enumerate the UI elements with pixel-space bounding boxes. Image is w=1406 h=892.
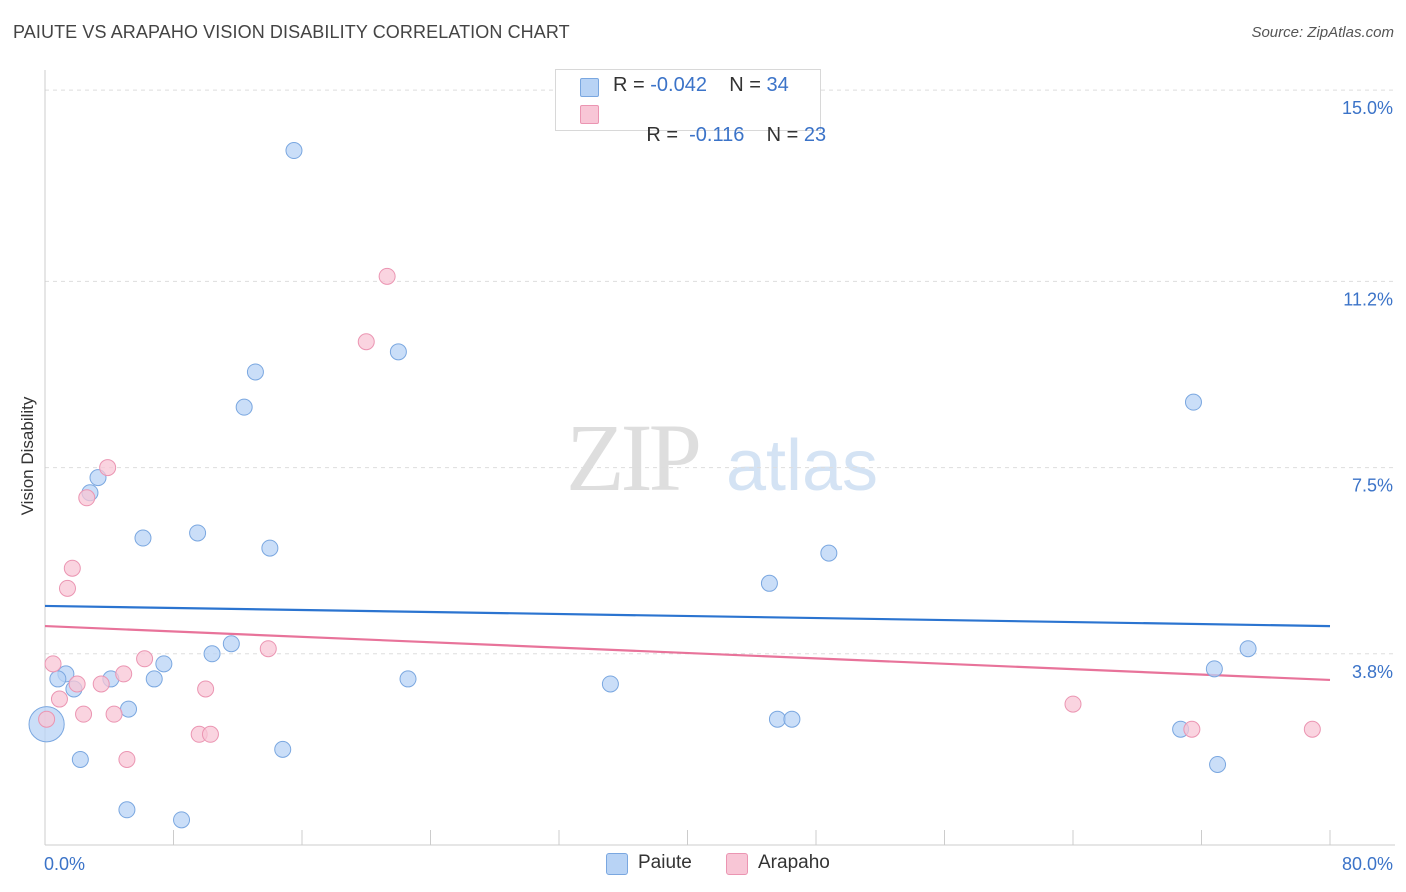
paiute-point xyxy=(71,750,89,768)
paiute-point xyxy=(768,710,786,728)
paiute-point xyxy=(285,142,303,160)
watermark: ZIP atlas xyxy=(566,404,878,511)
arapaho-n-label: N = xyxy=(766,124,804,146)
x-tick-label-min: 0.0% xyxy=(44,854,85,874)
y-tick-label: 11.2% xyxy=(1343,289,1393,309)
watermark-zip: ZIP xyxy=(566,404,699,511)
paiute-point xyxy=(783,710,801,728)
arapaho-point xyxy=(357,333,375,351)
arapaho-point xyxy=(136,650,154,668)
paiute-point xyxy=(389,343,407,361)
paiute-point xyxy=(261,539,279,557)
arapaho-point xyxy=(1303,720,1321,738)
arapaho-point xyxy=(105,705,123,723)
arapaho-swatch xyxy=(580,105,599,124)
arapaho-point xyxy=(259,640,277,658)
paiute-point xyxy=(203,645,221,663)
paiute-point xyxy=(1209,755,1227,773)
arapaho-trend-line xyxy=(44,624,1331,682)
arapaho-point xyxy=(1064,695,1082,713)
paiute-point xyxy=(1205,660,1223,678)
arapaho-point xyxy=(1183,720,1201,738)
paiute-point xyxy=(120,700,138,718)
paiute-point xyxy=(235,398,253,416)
arapaho-point xyxy=(63,559,81,577)
x-ticks xyxy=(44,830,1331,845)
arapaho-point xyxy=(75,705,93,723)
paiute-point xyxy=(274,740,292,758)
arapaho-point xyxy=(58,579,76,597)
series-legend: Paiute Arapaho xyxy=(0,850,1406,880)
watermark-atlas: atlas xyxy=(726,426,878,506)
paiute-swatch xyxy=(580,78,599,97)
paiute-point xyxy=(145,670,163,688)
paiute-point xyxy=(760,574,778,592)
paiute-point xyxy=(399,670,417,688)
arapaho-point xyxy=(50,690,68,708)
paiute-point xyxy=(49,670,67,688)
paiute-r-value: -0.042 xyxy=(650,74,707,96)
y-tick-label: 3.8% xyxy=(1352,662,1393,682)
paiute-point xyxy=(173,811,191,829)
paiute-point xyxy=(246,363,264,381)
paiute-point xyxy=(820,544,838,562)
paiute-point xyxy=(118,801,136,819)
tick-labels: 3.8% 7.5% 11.2% 15.0% 0.0% 80.0% xyxy=(44,98,1393,874)
arapaho-point xyxy=(378,267,396,285)
arapaho-point xyxy=(118,750,136,768)
arapaho-point xyxy=(38,710,56,728)
arapaho-legend-swatch xyxy=(726,853,748,875)
paiute-r-label: R = xyxy=(613,74,651,96)
arapaho-r-label: R = xyxy=(646,124,684,146)
paiute-n-label: N = xyxy=(729,74,767,96)
paiute-point xyxy=(222,635,240,653)
arapaho-point xyxy=(197,680,215,698)
arapaho-n-value: 23 xyxy=(803,124,827,146)
arapaho-point xyxy=(99,459,117,477)
arapaho-point xyxy=(92,675,110,693)
arapaho-r-value: -0.116 xyxy=(683,124,745,146)
paiute-point xyxy=(155,655,173,673)
paiute-point xyxy=(1184,393,1202,411)
paiute-legend-swatch xyxy=(606,853,628,875)
data-points xyxy=(28,142,1321,829)
paiute-point xyxy=(1239,640,1257,658)
paiute-n-value: 34 xyxy=(766,74,789,96)
x-tick-label-max: 80.0% xyxy=(1342,854,1393,874)
paiute-legend-label: Paiute xyxy=(638,852,692,873)
stats-legend: R = -0.042 N = 34 R = -0.116 N = 23 xyxy=(555,69,826,146)
chart-title: PAIUTE VS ARAPAHO VISION DISABILITY CORR… xyxy=(13,22,570,42)
y-tick-label: 7.5% xyxy=(1352,476,1393,496)
arapaho-legend-label: Arapaho xyxy=(758,852,830,873)
paiute-point xyxy=(601,675,619,693)
arapaho-point xyxy=(78,489,96,507)
paiute-point xyxy=(189,524,207,542)
arapaho-point xyxy=(44,655,62,673)
trend-lines xyxy=(44,604,1331,682)
arapaho-point xyxy=(115,665,133,683)
y-tick-label: 15.0% xyxy=(1342,98,1393,118)
arapaho-point xyxy=(68,675,86,693)
source-label: Source: ZipAtlas.com xyxy=(1251,24,1394,41)
paiute-trend-line xyxy=(44,604,1331,628)
paiute-point xyxy=(134,529,152,547)
arapaho-point xyxy=(201,725,219,743)
